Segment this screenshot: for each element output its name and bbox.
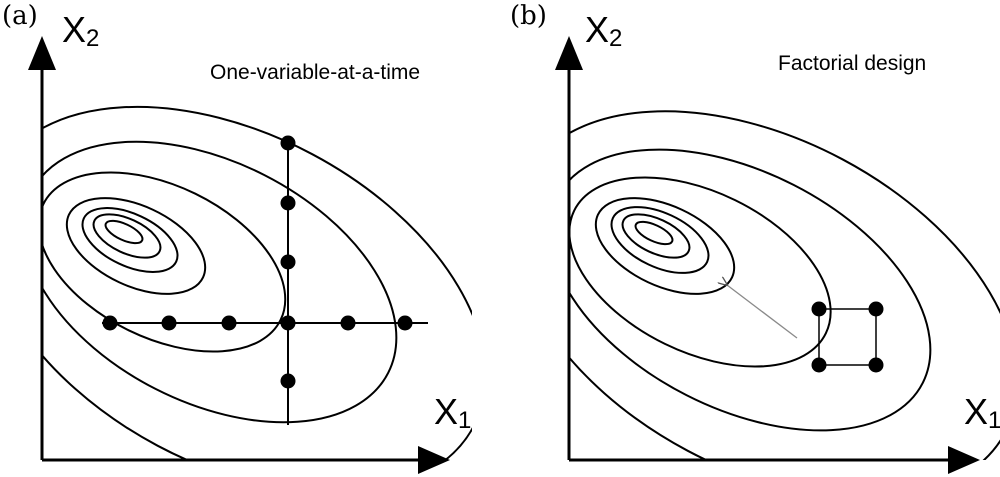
contour-ring-7 xyxy=(447,32,1000,477)
panel-b-label: (b) xyxy=(510,1,547,31)
panel-a-title: One-variable-at-a-time xyxy=(210,61,420,84)
experiment-point xyxy=(341,316,356,331)
panel-a-x-axis-label: X1 xyxy=(434,391,471,434)
contour-ring-3 xyxy=(601,194,718,287)
experiment-point xyxy=(222,316,237,331)
panel-a-y-axis-label: X2 xyxy=(62,9,99,52)
design-point xyxy=(869,302,884,317)
panel-b-x-arrowhead xyxy=(948,446,980,474)
contour-ring-1 xyxy=(632,217,675,248)
contour-ring-2 xyxy=(87,205,167,266)
panel-a-y-arrowhead xyxy=(28,36,56,70)
panel-b-title: Factorial design xyxy=(778,52,926,75)
design-point xyxy=(869,358,884,373)
contour-ring-5 xyxy=(10,136,314,388)
experiment-point xyxy=(281,196,296,211)
contour-ring-4 xyxy=(581,178,749,313)
panel-a-points xyxy=(103,136,413,389)
panel-b-y-axis-label: X2 xyxy=(585,9,622,52)
design-point xyxy=(812,302,827,317)
experiment-point xyxy=(281,136,296,151)
panel-a-label: (a) xyxy=(2,1,38,31)
experiment-point xyxy=(103,316,118,331)
ascent-direction-arrow xyxy=(727,285,797,338)
panel-b-points xyxy=(812,302,884,373)
panel-a: (a) X2 X1 One-variable-at-a-time xyxy=(0,1,551,477)
contour-ring-6 xyxy=(504,92,976,477)
contour-ring-4 xyxy=(52,178,220,313)
experiment-point xyxy=(281,374,296,389)
contour-ring-3 xyxy=(73,195,187,285)
experiment-point xyxy=(281,316,296,331)
design-point xyxy=(812,358,827,373)
panel-b: (b) X2 X1 Factorial design xyxy=(447,1,1000,477)
experiment-point xyxy=(162,316,177,331)
contour-ring-1 xyxy=(102,216,145,247)
panel-b-y-arrowhead xyxy=(555,36,583,70)
experiment-point xyxy=(281,255,296,270)
experiment-point xyxy=(398,316,413,331)
contour-ring-6 xyxy=(0,84,443,477)
contour-ring-2 xyxy=(616,205,696,266)
panel-b-contours xyxy=(447,32,1000,477)
panel-b-x-axis-label: X1 xyxy=(964,391,1000,434)
panel-a-x-arrowhead xyxy=(418,446,450,474)
factorial-design-square xyxy=(819,309,876,365)
